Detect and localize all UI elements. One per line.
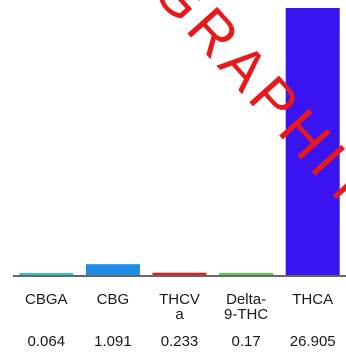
bar-4 [285,8,340,275]
category-labels: CBGA CBG THCV a Delta-9-THC THCA [25,291,333,323]
value-label-2: 0.233 [161,333,199,350]
category-label-4: THCA [292,291,333,308]
category-label-3: Delta-9-THC [224,291,268,323]
bar-0 [19,273,74,275]
value-label-0: 0.064 [28,333,66,350]
category-label-1: CBG [97,291,130,308]
category-label-2: THCV a [159,291,200,323]
bar-1 [85,264,140,275]
bar-3 [219,273,274,275]
bar-2 [152,272,207,275]
category-label-0: CBGA [25,291,68,308]
value-labels: 0.064 1.091 0.233 0.17 26.905 [28,333,336,350]
value-label-4: 26.905 [290,333,336,350]
bars-group [19,8,340,275]
watermark-text: GRAPHITE [140,0,346,257]
value-label-3: 0.17 [231,333,260,350]
value-label-1: 1.091 [94,333,132,350]
